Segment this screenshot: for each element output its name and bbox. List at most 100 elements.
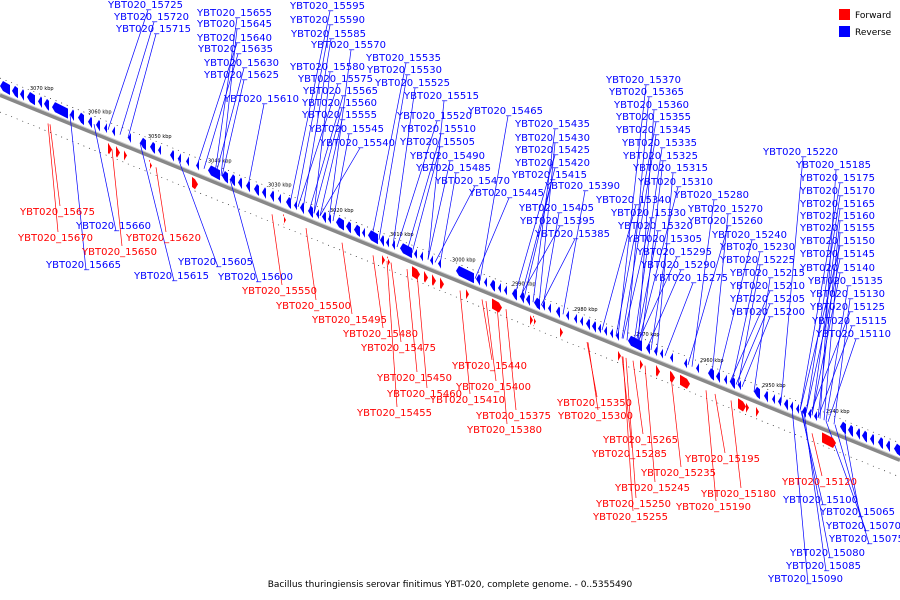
reverse-gene-arrow xyxy=(708,368,714,381)
reverse-gene-arrow xyxy=(840,421,846,435)
forward-gene-arrow xyxy=(387,256,390,268)
reverse-gene-arrow xyxy=(70,109,74,122)
reverse-gene-arrow xyxy=(592,321,596,333)
leader-line xyxy=(833,298,851,425)
reverse-gene-label: YBT020_15645 xyxy=(196,19,272,30)
reverse-gene-arrow xyxy=(484,277,487,289)
reverse-gene-arrow xyxy=(52,102,68,119)
leader-line xyxy=(332,133,350,222)
leader-line xyxy=(215,67,245,174)
reverse-gene-label: YBT020_15555 xyxy=(301,110,377,121)
forward-gene-arrow xyxy=(618,349,621,361)
reverse-gene-arrow xyxy=(246,180,250,193)
reverse-gene-label: YBT020_15530 xyxy=(366,65,442,76)
leader-line xyxy=(717,239,753,378)
forward-gene-label: YBT020_15550 xyxy=(241,286,317,297)
reverse-gene-label: YBT020_15640 xyxy=(196,33,272,44)
reverse-gene-arrow xyxy=(438,258,441,270)
reverse-gene-label: YBT020_15625 xyxy=(203,70,279,81)
scale-tick-label: 3030 kbp xyxy=(268,183,292,189)
leader-line xyxy=(372,255,384,329)
reverse-gene-arrow xyxy=(400,243,412,259)
reverse-gene-arrow xyxy=(430,255,433,267)
reverse-gene-arrow xyxy=(870,433,874,446)
leader-line xyxy=(328,49,352,220)
forward-gene-arrow xyxy=(116,146,120,158)
leader-line xyxy=(809,311,851,415)
leader-line xyxy=(313,107,343,214)
reverse-gene-arrow xyxy=(262,187,266,199)
forward-gene-arrow xyxy=(466,287,469,300)
reverse-gene-label: YBT020_15275 xyxy=(652,273,728,284)
leader-line xyxy=(834,424,870,545)
reverse-gene-label: YBT020_15130 xyxy=(809,289,885,300)
reverse-gene-label: YBT020_15170 xyxy=(799,186,875,197)
forward-gene-arrow xyxy=(530,313,533,326)
reverse-gene-arrow xyxy=(178,153,181,165)
scale-tick-label: 2990 kbp xyxy=(512,282,536,288)
scale-tick-label: 3020 kbp xyxy=(330,208,354,214)
reverse-gene-label: YBT020_15355 xyxy=(615,112,691,123)
reverse-gene-arrow xyxy=(616,330,619,343)
reverse-gene-arrow xyxy=(886,440,890,452)
reverse-gene-arrow xyxy=(380,235,384,247)
forward-gene-label: YBT020_15285 xyxy=(591,449,667,460)
forward-gene-arrow xyxy=(680,374,690,389)
leader-line xyxy=(735,303,771,385)
forward-gene-arrow xyxy=(738,398,746,412)
reverse-gene-arrow xyxy=(784,398,788,411)
reverse-gene-label: YBT020_15585 xyxy=(290,29,366,40)
reverse-gene-arrow xyxy=(44,98,49,111)
forward-gene-arrow xyxy=(149,159,152,171)
reverse-gene-label: YBT020_15395 xyxy=(519,216,595,227)
forward-gene-arrow xyxy=(670,370,675,383)
reverse-gene-label: YBT020_15715 xyxy=(115,24,191,35)
forward-gene-arrow xyxy=(560,326,563,338)
leader-line xyxy=(705,390,717,502)
forward-gene-arrow xyxy=(432,274,436,286)
reverse-gene-label: YBT020_15280 xyxy=(673,190,749,201)
leader-line xyxy=(542,212,560,307)
leader-line xyxy=(811,433,823,477)
reverse-gene-arrow xyxy=(862,430,867,443)
reverse-gene-arrow xyxy=(566,310,569,322)
reverse-gene-label: YBT020_15140 xyxy=(799,263,875,274)
forward-gene-arrow xyxy=(492,298,502,313)
legend: Forward Reverse xyxy=(839,9,892,38)
reverse-gene-label: YBT020_15720 xyxy=(113,12,189,23)
reverse-gene-arrow xyxy=(222,171,228,184)
leader-line xyxy=(127,33,157,139)
reverse-gene-arrow xyxy=(230,174,235,187)
reverse-gene-arrow xyxy=(778,396,781,408)
reverse-gene-label: YBT020_15600 xyxy=(217,272,293,283)
forward-gene-arrow xyxy=(424,270,428,283)
reverse-gene-label: YBT020_15135 xyxy=(807,276,883,287)
reverse-gene-label: YBT020_15415 xyxy=(511,170,587,181)
reverse-gene-label: YBT020_15630 xyxy=(203,58,279,69)
leader-line xyxy=(302,38,332,209)
reverse-gene-arrow xyxy=(598,323,601,335)
leader-line xyxy=(221,79,245,177)
reverse-gene-label: YBT020_15320 xyxy=(617,221,693,232)
reverse-gene-label: YBT020_15425 xyxy=(514,145,590,156)
reverse-gene-arrow xyxy=(112,126,115,138)
reverse-gene-label: YBT020_15545 xyxy=(308,124,384,135)
reverse-gene-arrow xyxy=(738,380,741,392)
reverse-gene-arrow xyxy=(684,358,687,370)
reverse-gene-label: YBT020_15155 xyxy=(799,223,875,234)
reverse-gene-arrow xyxy=(878,437,883,450)
leader-line xyxy=(730,400,742,489)
reverse-gene-label: YBT020_15215 xyxy=(729,268,805,279)
leader-line xyxy=(247,103,265,187)
forward-gene-label: YBT020_15670 xyxy=(17,233,93,244)
reverse-gene-label: YBT020_15390 xyxy=(544,181,620,192)
figure-caption: Bacillus thuringiensis serovar finitimus… xyxy=(268,580,633,590)
reverse-gene-label: YBT020_15295 xyxy=(636,247,712,258)
leader-line xyxy=(481,299,493,361)
reverse-gene-label: YBT020_15540 xyxy=(319,138,395,149)
leader-line xyxy=(69,114,87,271)
leader-line xyxy=(313,71,331,214)
reverse-gene-label: YBT020_15330 xyxy=(610,208,686,219)
leader-line xyxy=(637,186,679,345)
reverse-gene-arrow xyxy=(716,371,720,383)
